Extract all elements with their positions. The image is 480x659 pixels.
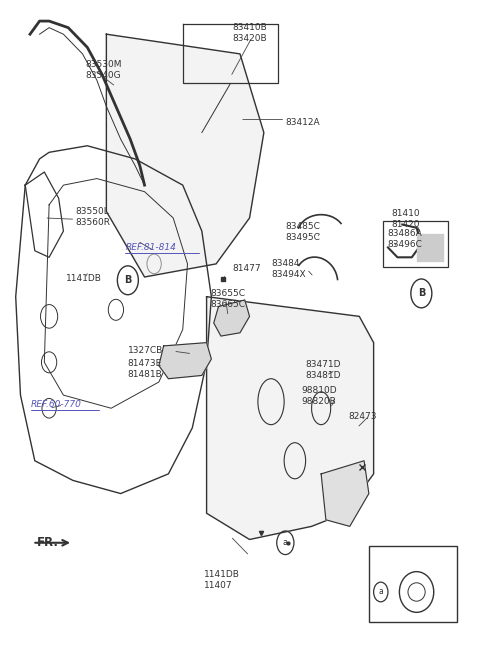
Text: 83484
83494X: 83484 83494X	[271, 259, 306, 279]
Text: B: B	[418, 289, 425, 299]
Text: B: B	[124, 275, 132, 285]
Text: 83485C
83495C: 83485C 83495C	[285, 222, 320, 243]
Text: 81477: 81477	[233, 264, 262, 273]
Polygon shape	[321, 461, 369, 527]
Text: 83471D
83481D: 83471D 83481D	[306, 360, 341, 380]
Text: 1731JE: 1731JE	[389, 563, 420, 571]
Polygon shape	[107, 34, 264, 277]
Text: 1327CB: 1327CB	[128, 346, 163, 355]
Text: 98810D
98820B: 98810D 98820B	[301, 386, 336, 407]
Polygon shape	[206, 297, 373, 540]
Text: 83655C
83665C: 83655C 83665C	[210, 289, 245, 308]
Text: 1141DB
11407: 1141DB 11407	[204, 570, 240, 590]
Polygon shape	[159, 343, 211, 379]
Text: 82473: 82473	[349, 412, 377, 420]
Bar	[383, 221, 447, 267]
Text: FR.: FR.	[37, 536, 59, 549]
Polygon shape	[417, 235, 443, 260]
Text: 83486A
83496C: 83486A 83496C	[387, 229, 422, 249]
Text: REF.60-770: REF.60-770	[31, 401, 82, 409]
Polygon shape	[214, 300, 250, 336]
Text: 83530M
83540G: 83530M 83540G	[85, 60, 121, 80]
Text: a: a	[378, 587, 383, 596]
Text: 81410
81420: 81410 81420	[392, 209, 420, 229]
Bar	[369, 546, 457, 621]
Text: 81473E
81481B: 81473E 81481B	[128, 358, 163, 379]
Text: 83410B
83420B: 83410B 83420B	[233, 23, 267, 43]
Text: 83550L
83560R: 83550L 83560R	[75, 206, 110, 227]
Text: 1141DB: 1141DB	[66, 274, 102, 283]
Text: a: a	[283, 538, 288, 547]
Text: 83412A: 83412A	[285, 118, 320, 127]
Text: REF.81-814: REF.81-814	[125, 243, 176, 252]
